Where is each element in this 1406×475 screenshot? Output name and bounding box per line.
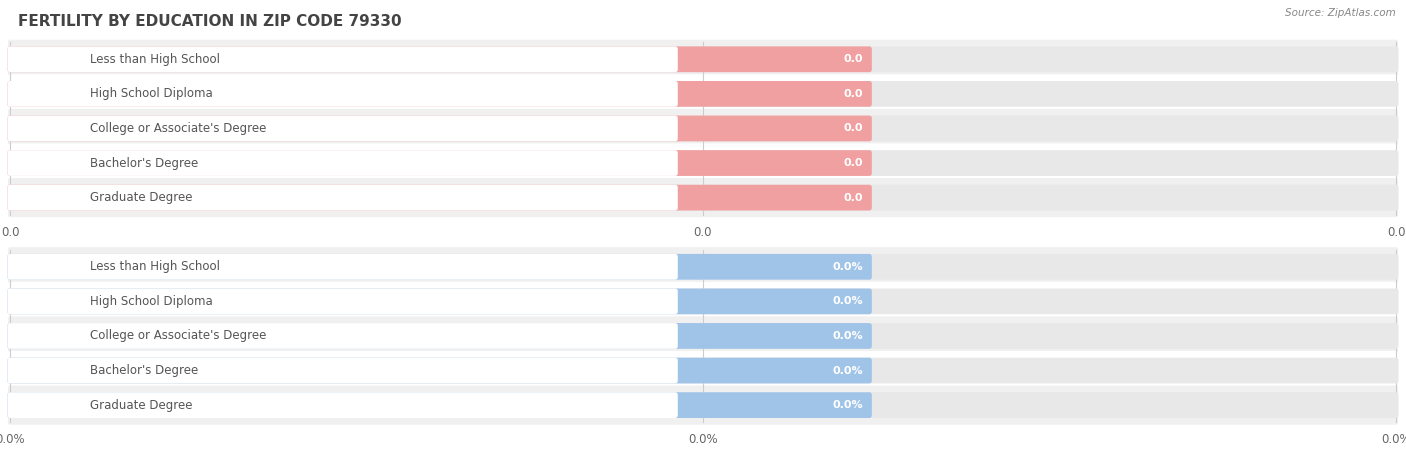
FancyBboxPatch shape bbox=[7, 392, 872, 418]
Text: 0.0: 0.0 bbox=[844, 54, 863, 64]
Text: 0.0%: 0.0% bbox=[832, 400, 863, 410]
Text: Graduate Degree: Graduate Degree bbox=[90, 399, 193, 412]
FancyBboxPatch shape bbox=[7, 150, 872, 176]
Text: College or Associate's Degree: College or Associate's Degree bbox=[90, 330, 266, 342]
Text: 0.0%: 0.0% bbox=[1381, 433, 1406, 446]
FancyBboxPatch shape bbox=[7, 185, 1399, 210]
FancyBboxPatch shape bbox=[7, 185, 872, 210]
FancyBboxPatch shape bbox=[7, 47, 678, 72]
FancyBboxPatch shape bbox=[7, 115, 678, 142]
FancyBboxPatch shape bbox=[7, 81, 678, 107]
FancyBboxPatch shape bbox=[7, 254, 678, 280]
FancyBboxPatch shape bbox=[7, 358, 872, 383]
FancyBboxPatch shape bbox=[7, 150, 1399, 176]
FancyBboxPatch shape bbox=[7, 115, 1399, 142]
FancyBboxPatch shape bbox=[7, 254, 1399, 280]
Text: 0.0: 0.0 bbox=[1386, 226, 1405, 239]
Text: 0.0%: 0.0% bbox=[832, 262, 863, 272]
Text: Bachelor's Degree: Bachelor's Degree bbox=[90, 157, 198, 170]
FancyBboxPatch shape bbox=[8, 74, 1398, 114]
Text: 0.0%: 0.0% bbox=[832, 296, 863, 306]
FancyBboxPatch shape bbox=[7, 288, 1399, 314]
FancyBboxPatch shape bbox=[7, 150, 678, 176]
Text: 0.0: 0.0 bbox=[693, 226, 713, 239]
FancyBboxPatch shape bbox=[7, 358, 1399, 383]
FancyBboxPatch shape bbox=[7, 323, 872, 349]
Text: Less than High School: Less than High School bbox=[90, 53, 219, 66]
Text: Bachelor's Degree: Bachelor's Degree bbox=[90, 364, 198, 377]
Text: Less than High School: Less than High School bbox=[90, 260, 219, 273]
FancyBboxPatch shape bbox=[8, 143, 1398, 183]
Text: 0.0%: 0.0% bbox=[688, 433, 718, 446]
Text: High School Diploma: High School Diploma bbox=[90, 87, 212, 100]
FancyBboxPatch shape bbox=[7, 323, 678, 349]
FancyBboxPatch shape bbox=[8, 316, 1398, 356]
FancyBboxPatch shape bbox=[8, 247, 1398, 286]
FancyBboxPatch shape bbox=[7, 288, 678, 314]
Text: 0.0: 0.0 bbox=[844, 158, 863, 168]
FancyBboxPatch shape bbox=[8, 178, 1398, 217]
FancyBboxPatch shape bbox=[8, 386, 1398, 425]
FancyBboxPatch shape bbox=[8, 40, 1398, 79]
Text: 0.0: 0.0 bbox=[844, 193, 863, 203]
Text: High School Diploma: High School Diploma bbox=[90, 295, 212, 308]
FancyBboxPatch shape bbox=[7, 392, 678, 418]
FancyBboxPatch shape bbox=[7, 392, 1399, 418]
FancyBboxPatch shape bbox=[8, 109, 1398, 148]
FancyBboxPatch shape bbox=[7, 323, 1399, 349]
Text: 0.0: 0.0 bbox=[1, 226, 20, 239]
Text: FERTILITY BY EDUCATION IN ZIP CODE 79330: FERTILITY BY EDUCATION IN ZIP CODE 79330 bbox=[18, 14, 402, 29]
FancyBboxPatch shape bbox=[7, 81, 1399, 107]
FancyBboxPatch shape bbox=[7, 47, 1399, 72]
Text: 0.0: 0.0 bbox=[844, 124, 863, 133]
Text: College or Associate's Degree: College or Associate's Degree bbox=[90, 122, 266, 135]
Text: 0.0%: 0.0% bbox=[832, 331, 863, 341]
FancyBboxPatch shape bbox=[7, 81, 872, 107]
Text: Graduate Degree: Graduate Degree bbox=[90, 191, 193, 204]
Text: Source: ZipAtlas.com: Source: ZipAtlas.com bbox=[1285, 8, 1396, 18]
FancyBboxPatch shape bbox=[7, 115, 872, 142]
FancyBboxPatch shape bbox=[8, 351, 1398, 390]
FancyBboxPatch shape bbox=[8, 282, 1398, 321]
Text: 0.0%: 0.0% bbox=[0, 433, 25, 446]
FancyBboxPatch shape bbox=[7, 47, 872, 72]
Text: 0.0: 0.0 bbox=[844, 89, 863, 99]
FancyBboxPatch shape bbox=[7, 358, 678, 383]
FancyBboxPatch shape bbox=[7, 185, 678, 210]
FancyBboxPatch shape bbox=[7, 288, 872, 314]
Text: 0.0%: 0.0% bbox=[832, 366, 863, 376]
FancyBboxPatch shape bbox=[7, 254, 872, 280]
